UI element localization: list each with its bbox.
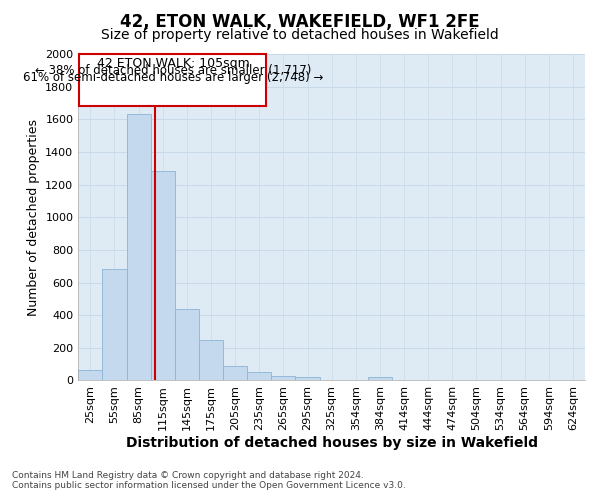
Bar: [247, 372, 271, 380]
Bar: [223, 366, 247, 380]
Bar: [199, 340, 223, 380]
Bar: [295, 377, 320, 380]
Bar: [127, 114, 151, 380]
Bar: [78, 370, 103, 380]
Text: Contains HM Land Registry data © Crown copyright and database right 2024.
Contai: Contains HM Land Registry data © Crown c…: [12, 470, 406, 490]
Text: Size of property relative to detached houses in Wakefield: Size of property relative to detached ho…: [101, 28, 499, 42]
Bar: [103, 268, 127, 380]
Y-axis label: Number of detached properties: Number of detached properties: [27, 118, 40, 316]
Bar: [151, 170, 175, 380]
Text: 42 ETON WALK: 105sqm: 42 ETON WALK: 105sqm: [97, 58, 250, 70]
X-axis label: Distribution of detached houses by size in Wakefield: Distribution of detached houses by size …: [125, 436, 538, 450]
Text: 61% of semi-detached houses are larger (2,748) →: 61% of semi-detached houses are larger (…: [23, 71, 323, 84]
Bar: [79, 54, 266, 106]
Bar: [271, 376, 295, 380]
Bar: [368, 377, 392, 380]
Text: 42, ETON WALK, WAKEFIELD, WF1 2FE: 42, ETON WALK, WAKEFIELD, WF1 2FE: [120, 12, 480, 30]
Text: ← 38% of detached houses are smaller (1,717): ← 38% of detached houses are smaller (1,…: [35, 64, 311, 77]
Bar: [175, 308, 199, 380]
